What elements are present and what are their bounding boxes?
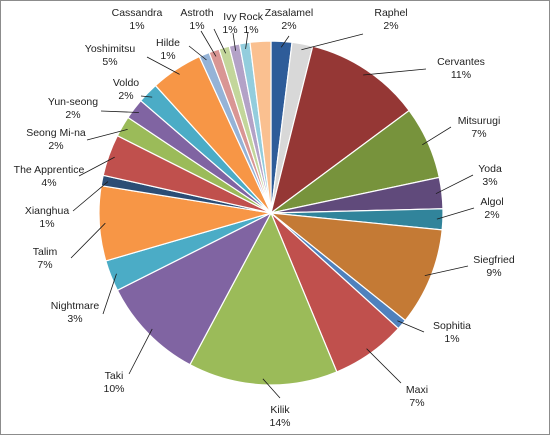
slice-percent: 10% xyxy=(103,383,124,395)
leader-line xyxy=(424,265,469,276)
slice-label: Rock xyxy=(239,11,264,23)
slice-label: Zasalamel xyxy=(265,7,313,19)
leader-line xyxy=(363,68,427,76)
leader-line xyxy=(78,156,115,177)
slice-label: Kilik xyxy=(270,404,290,416)
slice-label: Seong Mi-na xyxy=(26,127,86,139)
slice-percent: 2% xyxy=(383,20,398,32)
slice-percent: 5% xyxy=(102,56,117,68)
leader-line xyxy=(200,30,217,57)
slice-label: Nightmare xyxy=(51,300,100,312)
slice-label: Cervantes xyxy=(437,56,485,68)
pie-slices xyxy=(98,40,444,386)
slice-percent: 2% xyxy=(118,90,133,102)
slice-label: Yoshimitsu xyxy=(85,43,136,55)
slice-label: Hilde xyxy=(156,37,180,49)
slice-label: Talim xyxy=(33,246,58,258)
leader-line xyxy=(280,35,290,48)
slice-label: The Apprentice xyxy=(14,164,85,176)
leader-line xyxy=(366,348,402,384)
slice-percent: 1% xyxy=(160,50,175,62)
leader-line xyxy=(245,31,249,49)
slice-percent: 7% xyxy=(471,128,486,140)
leader-line xyxy=(422,126,452,146)
slice-label: Mitsurugi xyxy=(458,115,501,127)
leader-line xyxy=(86,129,128,141)
pie-slice-siegfried xyxy=(269,212,443,322)
slice-percent: 4% xyxy=(41,177,56,189)
slice-percent: 2% xyxy=(484,209,499,221)
slice-percent: 2% xyxy=(48,140,63,152)
leader-line xyxy=(140,95,153,98)
leader-line xyxy=(128,328,153,375)
pie-slice-zasalamel-2 xyxy=(249,40,272,214)
pie-slice-taki xyxy=(116,211,273,366)
slice-label: Algol xyxy=(480,196,503,208)
leader-line xyxy=(102,273,117,315)
slice-percent: 1% xyxy=(222,24,237,36)
leader-line xyxy=(70,222,106,259)
slice-percent: 7% xyxy=(37,259,52,271)
leader-lines xyxy=(70,28,475,399)
slice-percent: 1% xyxy=(189,20,204,32)
slice-percent: 1% xyxy=(444,333,459,345)
slice-percent: 7% xyxy=(409,397,424,409)
slice-label: Sophitia xyxy=(433,320,471,332)
slice-label: Maxi xyxy=(406,384,428,396)
slice-percent: 11% xyxy=(451,69,471,81)
leader-line xyxy=(435,174,474,195)
leader-line xyxy=(232,32,236,51)
leader-line xyxy=(146,56,180,75)
leader-line xyxy=(262,378,281,399)
slice-label: Yun-seong xyxy=(48,96,98,108)
slice-label: Ivy xyxy=(223,11,237,23)
leader-line xyxy=(72,181,109,212)
slice-percent: 1% xyxy=(129,20,144,32)
slice-percent: 14% xyxy=(269,417,290,429)
slice-label: Siegfried xyxy=(473,254,515,266)
slice-percent: 2% xyxy=(281,20,296,32)
leader-line xyxy=(213,28,227,54)
leader-line xyxy=(188,45,207,61)
slice-label: Taki xyxy=(105,370,124,382)
slice-label: Yoda xyxy=(478,163,502,175)
slice-percent: 1% xyxy=(243,24,258,36)
slice-label: Xianghua xyxy=(25,205,70,217)
pie-slice-cervantes xyxy=(270,45,410,215)
slice-label: Raphel xyxy=(374,7,407,19)
slice-percent: 2% xyxy=(65,109,80,121)
slice-percent: 3% xyxy=(482,176,497,188)
leader-line xyxy=(301,33,364,51)
slice-labels: Zasalamel2%Raphel2%Cervantes11%Mitsurugi… xyxy=(14,7,515,429)
leader-line xyxy=(397,320,425,333)
slice-label: Voldo xyxy=(113,77,139,89)
slice-percent: 1% xyxy=(39,218,54,230)
slice-label: Cassandra xyxy=(112,7,163,19)
slice-label: Astroth xyxy=(180,7,213,19)
pie-slice-kilik xyxy=(189,211,338,386)
leader-line xyxy=(100,110,139,113)
slice-percent: 3% xyxy=(67,313,82,325)
leader-line xyxy=(436,207,475,220)
slice-percent: 9% xyxy=(486,267,501,279)
